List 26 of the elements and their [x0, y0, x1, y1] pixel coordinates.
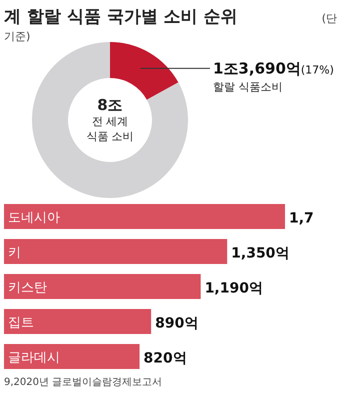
- text: 식품 소비: [86, 130, 134, 143]
- text: 8조: [97, 96, 123, 114]
- data-label: 820억: [144, 350, 187, 366]
- bar: [4, 274, 201, 299]
- data-label: 1조3,690억(17%): [213, 59, 334, 78]
- data-label: 1,190억: [204, 280, 263, 296]
- bar: [4, 239, 228, 264]
- y-tick-label: 키스탄: [8, 280, 47, 296]
- y-tick-label: 글라데시: [8, 350, 60, 366]
- bar: [4, 204, 285, 229]
- slice-label: 할랄 식품소비: [213, 80, 282, 94]
- y-tick-label: 집트: [8, 316, 34, 330]
- bar: [4, 309, 152, 334]
- data-label: 890억: [155, 316, 198, 332]
- y-tick-label: 도네시아: [8, 210, 60, 226]
- text: 전 세계: [92, 115, 128, 128]
- y-tick-label: 키: [8, 246, 21, 260]
- chart-title: 계 할랄 식품 국가별 소비 순위: [4, 7, 238, 27]
- text: 9,2020년 글로벌이슬람경제보고서: [4, 377, 162, 388]
- donut-slice: [110, 42, 178, 100]
- chart-subtitle: 기준): [4, 30, 30, 43]
- bar: [4, 344, 140, 369]
- text: (단: [322, 12, 337, 25]
- annotation: 1,7: [289, 210, 314, 226]
- donut-slice: [32, 42, 188, 198]
- data-label: 1,350억: [231, 246, 290, 262]
